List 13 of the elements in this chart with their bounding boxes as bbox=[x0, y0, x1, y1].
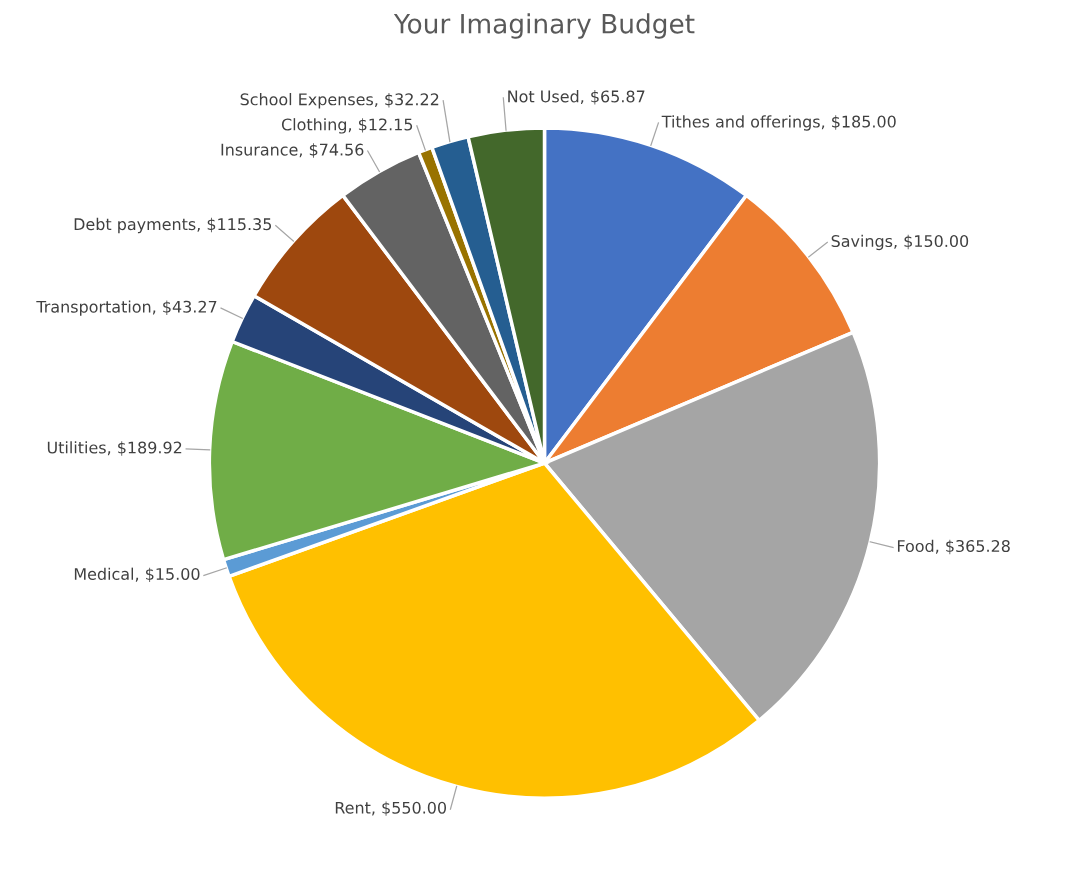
slice-label: Insurance, $74.56 bbox=[221, 143, 364, 158]
slice-label: Medical, $15.00 bbox=[74, 567, 200, 583]
slice-label: Transportation, $43.27 bbox=[36, 300, 217, 316]
slice-label: School Expenses, $32.22 bbox=[240, 93, 439, 109]
slice-label: Clothing, $12.15 bbox=[281, 118, 413, 134]
slice-label: Debt payments, $115.35 bbox=[74, 217, 272, 234]
slice-label: Savings, $150.00 bbox=[831, 234, 969, 251]
slice-label: Rent, $550.00 bbox=[335, 801, 447, 816]
slice-label: Food, $365.28 bbox=[897, 539, 1010, 555]
slice-label: Utilities, $189.92 bbox=[47, 441, 182, 456]
slice-label: Not Used, $65.87 bbox=[508, 90, 645, 105]
chart-title: Your Imaginary Budget bbox=[393, 13, 695, 39]
slice-label: Tithes and offerings, $185.00 bbox=[661, 115, 896, 131]
